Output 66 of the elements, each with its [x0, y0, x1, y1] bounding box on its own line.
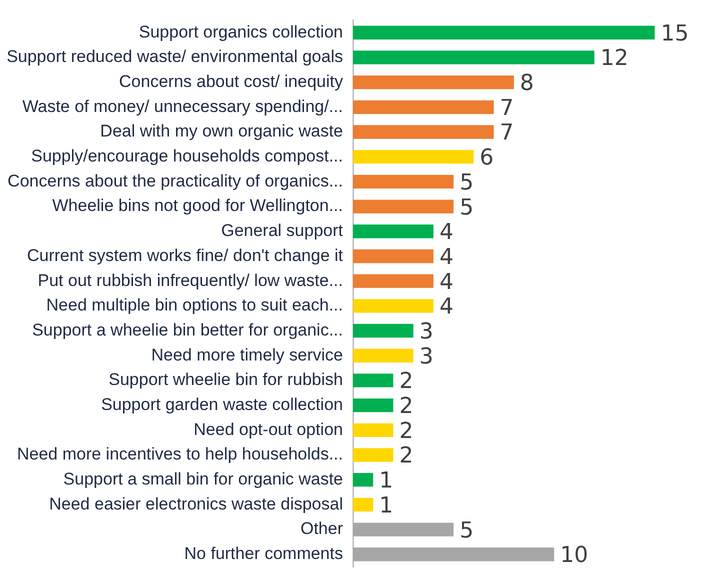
- bar: [353, 274, 434, 288]
- y-tick-label: Need opt-out option: [194, 420, 343, 439]
- bar: [353, 398, 394, 412]
- bar: [353, 26, 655, 40]
- data-label: 4: [439, 244, 454, 270]
- data-label: 7: [500, 120, 514, 146]
- y-tick-label: Need easier electronics waste disposal: [49, 494, 343, 514]
- bar: [353, 174, 454, 189]
- data-label: 3: [419, 319, 434, 344]
- data-label: 15: [660, 21, 689, 46]
- bar: [353, 374, 394, 388]
- y-tick-label: Support a small bin for organic waste: [63, 470, 343, 489]
- data-label: 4: [439, 294, 454, 320]
- bar: [353, 548, 554, 562]
- y-tick-label: Wheelie bins not good for Wellington...: [52, 196, 343, 216]
- y-tick-label: Need more incentives to help households...: [16, 444, 343, 464]
- data-label: 2: [399, 444, 414, 469]
- data-label: 8: [520, 71, 534, 96]
- data-label: 4: [439, 220, 454, 246]
- y-tick-label: Supply/encourage households compost...: [31, 146, 343, 166]
- data-label: 3: [419, 344, 434, 370]
- y-tick-label: Deal with my own organic waste: [100, 122, 343, 141]
- bar: [353, 249, 434, 264]
- bar: [353, 150, 474, 164]
- y-tick-label: Other: [300, 519, 344, 538]
- data-label: 12: [600, 46, 628, 72]
- y-tick-label: Concerns about cost/ inequity: [119, 72, 344, 91]
- bar: [353, 200, 454, 214]
- y-tick-label: Support reduced waste/ environmental goals: [6, 47, 343, 66]
- data-label: 7: [500, 96, 514, 121]
- y-tick-label: Support a wheelie bin better for organic...: [32, 320, 343, 340]
- data-label: 2: [399, 418, 414, 444]
- y-tick-label: No further comments: [184, 544, 343, 564]
- y-tick-label: General support: [221, 221, 344, 240]
- bar: [353, 348, 414, 362]
- bar: [353, 299, 434, 313]
- data-label: 4: [439, 270, 454, 295]
- bar: [353, 100, 494, 114]
- data-label: 1: [379, 468, 394, 494]
- bar: [353, 50, 594, 64]
- bar: [353, 224, 434, 238]
- data-label: 5: [460, 518, 474, 544]
- data-label: 10: [560, 543, 588, 568]
- bar: [353, 125, 494, 139]
- bar: [353, 423, 394, 437]
- data-label: 1: [379, 493, 394, 518]
- bar: [353, 473, 374, 487]
- data-label: 5: [460, 170, 474, 196]
- y-tick-label: Need multiple bin options to suit each...: [46, 296, 343, 315]
- data-label: 2: [399, 369, 414, 394]
- y-tick-label: Support garden waste collection: [101, 394, 343, 414]
- y-tick-label: Concerns about the practicality of organics...: [8, 171, 343, 190]
- y-tick-label: Current system works fine/ don't change it: [27, 246, 344, 265]
- y-tick-label: Support organics collection: [138, 22, 343, 42]
- data-label: 2: [399, 394, 414, 420]
- y-tick-label: Waste of money/ unnecessary spending/...: [22, 96, 343, 116]
- bar: [353, 324, 414, 338]
- y-tick-label: Need more timely service: [151, 345, 343, 364]
- y-tick-label: Support wheelie bin for rubbish: [108, 370, 343, 390]
- bar: [353, 75, 514, 90]
- data-label: 5: [460, 195, 474, 220]
- bar: [353, 522, 454, 536]
- y-tick-label: Put out rubbish infrequently/ low waste...: [38, 270, 343, 290]
- data-label: 6: [480, 146, 494, 171]
- bar: [353, 448, 394, 462]
- bar: [353, 498, 374, 512]
